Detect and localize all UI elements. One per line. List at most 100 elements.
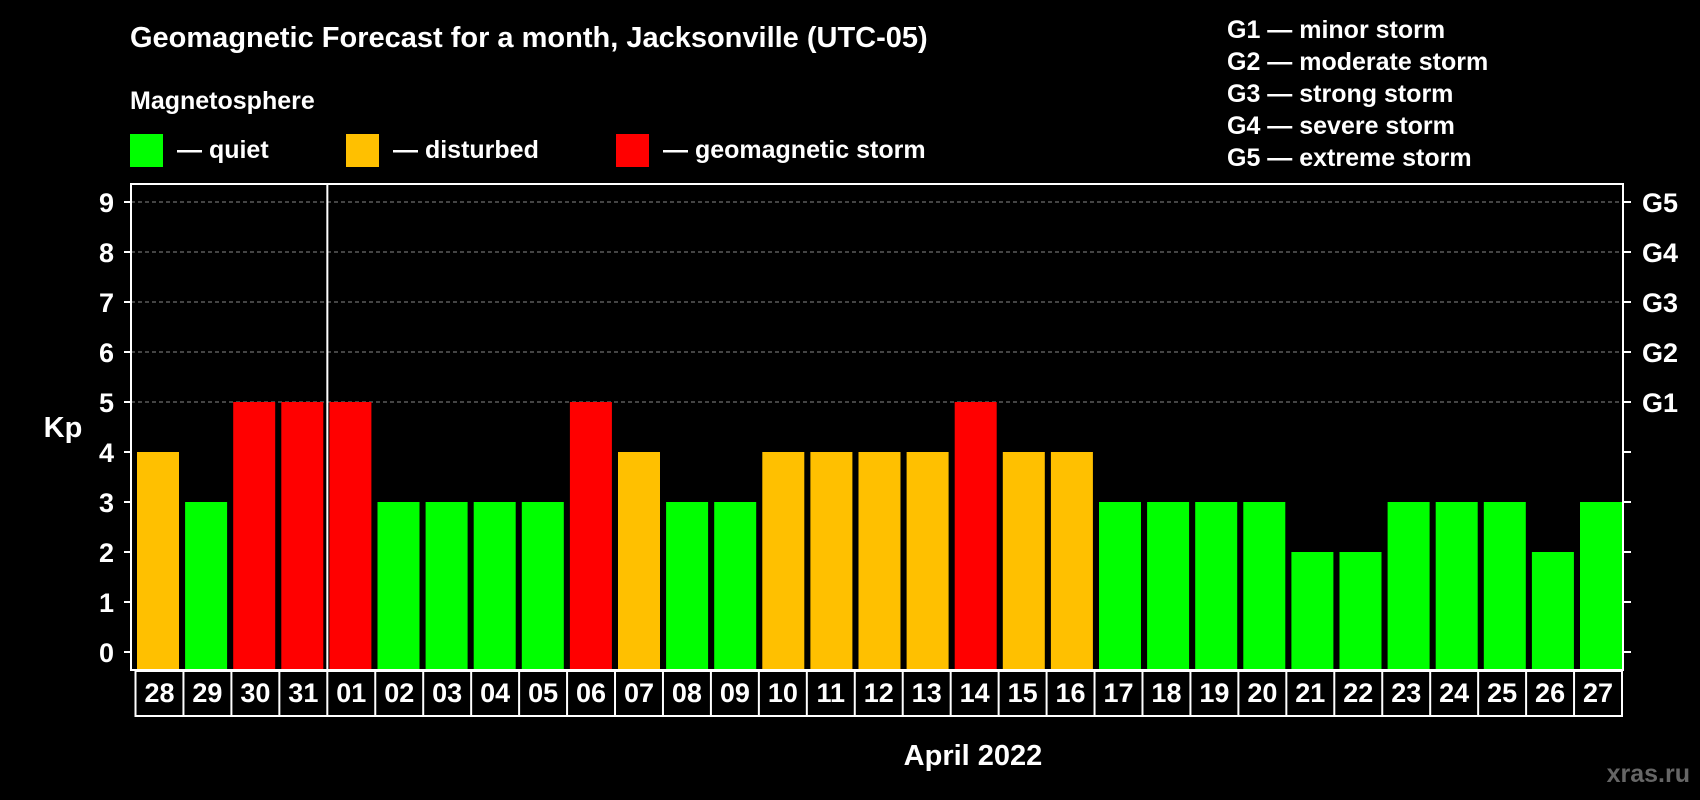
g-level-label: G1 <box>1642 388 1678 418</box>
y-tick-label: 7 <box>99 288 114 318</box>
date-label-02: 02 <box>384 678 414 708</box>
bar-08 <box>666 502 709 670</box>
legend: — quiet — disturbed — geomagnetic storm <box>130 134 926 167</box>
bars <box>137 402 1622 670</box>
g-level-label: G5 <box>1642 188 1678 218</box>
date-label-21: 21 <box>1295 678 1325 708</box>
left-axis: 0 1 2 3 4 5 6 7 8 9 <box>99 188 131 668</box>
bar-30 <box>233 402 276 670</box>
bar-11 <box>810 452 853 670</box>
g-scale-item: G1 — minor storm <box>1227 16 1445 44</box>
bar-25 <box>1483 502 1526 670</box>
legend-swatch-storm <box>616 134 649 167</box>
y-tick-label: 0 <box>99 638 114 668</box>
g-scale-item: G5 — extreme storm <box>1227 144 1472 172</box>
bar-31 <box>281 402 324 670</box>
legend-heading: Magnetosphere <box>130 87 315 115</box>
bar-01 <box>329 402 372 670</box>
y-tick-label: 8 <box>99 238 114 268</box>
g-scale-item: G2 — moderate storm <box>1227 48 1488 76</box>
bar-26 <box>1531 552 1574 670</box>
bar-16 <box>1050 452 1093 670</box>
date-label-17: 17 <box>1103 678 1133 708</box>
bar-12 <box>858 452 901 670</box>
date-label-29: 29 <box>192 678 222 708</box>
x-axis-label: April 2022 <box>904 740 1043 772</box>
bar-24 <box>1435 502 1478 670</box>
date-label-01: 01 <box>336 678 366 708</box>
date-label-03: 03 <box>432 678 462 708</box>
bar-29 <box>185 502 228 670</box>
bar-21 <box>1291 552 1334 670</box>
g-level-label: G2 <box>1642 338 1678 368</box>
bar-14 <box>954 402 997 670</box>
bar-23 <box>1387 502 1430 670</box>
right-axis: G1 G2 G3 G4 G5 <box>1623 188 1678 653</box>
date-label-22: 22 <box>1343 678 1373 708</box>
date-label-09: 09 <box>720 678 750 708</box>
legend-label-quiet: — quiet <box>177 136 269 164</box>
date-label-14: 14 <box>960 678 990 708</box>
bar-04 <box>473 502 516 670</box>
date-label-04: 04 <box>480 678 510 708</box>
bar-27 <box>1580 502 1622 670</box>
date-label-20: 20 <box>1247 678 1277 708</box>
date-label-31: 31 <box>288 678 318 708</box>
date-label-07: 07 <box>624 678 654 708</box>
date-label-30: 30 <box>240 678 270 708</box>
bar-13 <box>906 452 949 670</box>
grid-lines <box>131 201 1623 403</box>
y-axis-label: Kp <box>44 412 83 444</box>
bar-15 <box>1002 452 1045 670</box>
g-scale-item: G4 — severe storm <box>1227 112 1455 140</box>
date-label-26: 26 <box>1535 678 1565 708</box>
watermark: xras.ru <box>1607 760 1690 788</box>
y-tick-label: 6 <box>99 338 114 368</box>
bar-22 <box>1339 552 1382 670</box>
g-level-label: G3 <box>1642 288 1678 318</box>
bar-06 <box>569 402 612 670</box>
bar-20 <box>1243 502 1286 670</box>
g-scale-item: G3 — strong storm <box>1227 80 1453 108</box>
date-label-25: 25 <box>1487 678 1517 708</box>
bar-05 <box>521 502 564 670</box>
bar-19 <box>1195 502 1238 670</box>
date-label-16: 16 <box>1056 678 1086 708</box>
chart-title: Geomagnetic Forecast for a month, Jackso… <box>130 22 928 54</box>
bar-18 <box>1147 502 1190 670</box>
bar-02 <box>377 502 420 670</box>
y-tick-label: 5 <box>99 388 114 418</box>
date-label-23: 23 <box>1391 678 1421 708</box>
date-label-08: 08 <box>672 678 702 708</box>
bar-03 <box>425 502 468 670</box>
bar-28 <box>137 452 179 670</box>
date-label-24: 24 <box>1439 678 1469 708</box>
g-scale-legend: G1 — minor storm G2 — moderate storm G3 — … <box>1227 16 1488 172</box>
date-label-15: 15 <box>1008 678 1038 708</box>
legend-swatch-disturbed <box>346 134 379 167</box>
bar-10 <box>762 452 805 670</box>
g-level-label: G4 <box>1642 238 1678 268</box>
date-label-06: 06 <box>576 678 606 708</box>
legend-label-storm: — geomagnetic storm <box>663 136 926 164</box>
legend-label-disturbed: — disturbed <box>393 136 539 164</box>
legend-swatch-quiet <box>130 134 163 167</box>
x-axis-date-cells: 28 29 30 31 01 02 03 04 05 06 07 08 09 10 11 12 13 14 15 16… <box>134 670 1623 717</box>
y-tick-label: 2 <box>99 538 114 568</box>
y-tick-label: 1 <box>99 588 114 618</box>
y-tick-label: 9 <box>99 188 114 218</box>
bar-09 <box>714 502 757 670</box>
date-label-28: 28 <box>144 678 174 708</box>
date-label-18: 18 <box>1151 678 1181 708</box>
date-label-27: 27 <box>1583 678 1613 708</box>
y-tick-label: 4 <box>99 438 114 468</box>
date-label-13: 13 <box>912 678 942 708</box>
date-label-12: 12 <box>864 678 894 708</box>
date-label-10: 10 <box>768 678 798 708</box>
date-label-05: 05 <box>528 678 558 708</box>
x-axis-date-row <box>134 670 1623 717</box>
date-label-19: 19 <box>1199 678 1229 708</box>
bar-07 <box>618 452 660 670</box>
date-label-11: 11 <box>817 678 846 708</box>
